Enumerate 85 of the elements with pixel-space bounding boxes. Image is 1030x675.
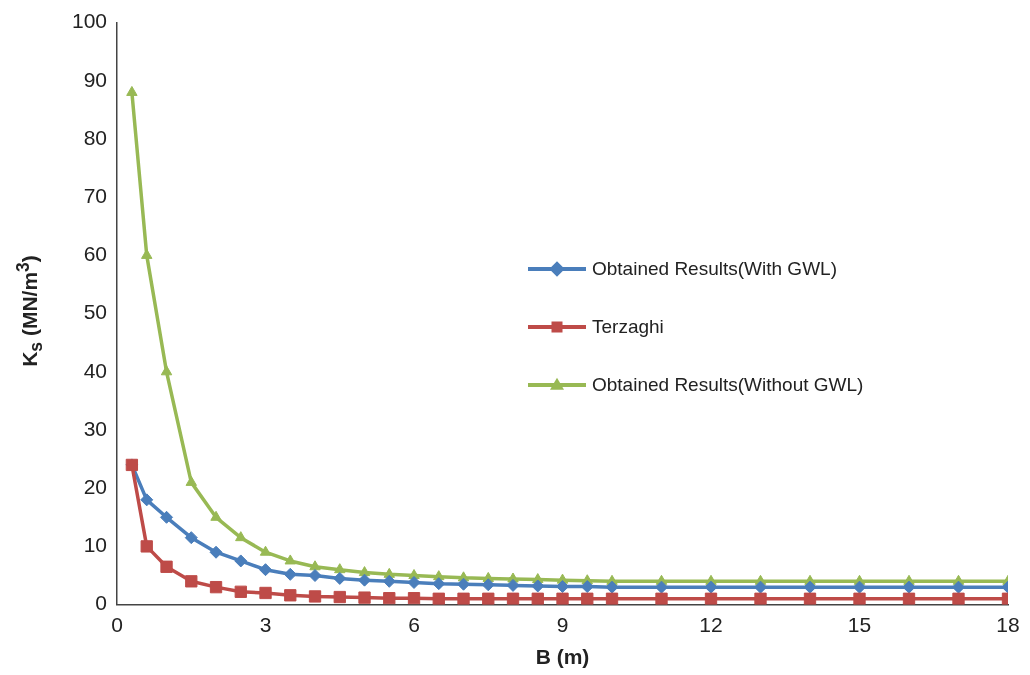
point: [283, 567, 297, 581]
point: [184, 531, 198, 545]
point: [259, 563, 273, 577]
x-tick-label: 18: [996, 613, 1020, 636]
y-tick-label: 80: [83, 125, 108, 149]
point: [432, 592, 445, 605]
point: [902, 592, 916, 605]
x-axis-title: B (m): [535, 645, 590, 669]
point: [334, 563, 346, 574]
x-tick-label: 12: [699, 613, 723, 636]
point: [140, 540, 153, 553]
point: [185, 475, 197, 486]
point: [803, 592, 817, 605]
legend-label: Obtained Results(Without GWL): [592, 374, 864, 396]
x-tick-label: 6: [408, 613, 420, 636]
point: [481, 578, 495, 592]
point: [655, 592, 668, 605]
point: [209, 580, 223, 594]
point: [952, 592, 965, 605]
x-tick-label: 9: [556, 613, 569, 636]
point: [309, 560, 321, 571]
point: [581, 592, 594, 605]
y-tick-label: 10: [83, 533, 108, 557]
point: [506, 592, 520, 605]
point: [160, 560, 173, 573]
point: [580, 580, 594, 594]
point: [655, 580, 669, 594]
point: [853, 580, 867, 594]
point: [284, 554, 296, 565]
point: [333, 571, 347, 585]
point: [235, 531, 247, 542]
point: [308, 590, 322, 603]
point: [259, 586, 272, 600]
point: [803, 580, 817, 594]
point: [160, 510, 174, 524]
point: [605, 580, 619, 594]
point: [284, 589, 297, 602]
point: [407, 575, 421, 589]
point: [457, 592, 470, 605]
point: [140, 493, 154, 507]
point: [556, 580, 570, 594]
y-tick-label: 50: [83, 300, 108, 324]
point: [902, 580, 916, 594]
legend-label: Terzaghi: [592, 316, 664, 338]
point: [234, 585, 247, 598]
point: [952, 580, 965, 594]
point: [358, 573, 372, 587]
legend-label: Obtained Results(With GWL): [592, 258, 837, 280]
y-tick-label: 90: [83, 67, 108, 91]
point: [308, 569, 322, 582]
point: [704, 592, 718, 605]
point: [853, 592, 866, 605]
y-tick-label: 20: [83, 475, 108, 498]
point: [358, 591, 371, 604]
point: [531, 592, 544, 605]
y-tick-label: 100: [71, 9, 108, 33]
y-tick-label: 60: [83, 242, 108, 266]
point: [383, 592, 396, 605]
point: [234, 554, 248, 568]
point: [259, 545, 272, 556]
point: [126, 85, 138, 96]
point: [605, 592, 619, 605]
y-tick-label: 0: [95, 591, 108, 615]
point: [754, 580, 768, 594]
point: [382, 574, 396, 588]
point: [407, 592, 421, 605]
y-tick-label: 70: [83, 184, 108, 207]
point: [754, 592, 767, 605]
y-tick-label: 40: [83, 358, 108, 382]
point: [704, 580, 718, 594]
point: [457, 577, 471, 591]
point: [531, 579, 545, 593]
y-tick-label: 30: [83, 416, 108, 440]
point: [506, 578, 520, 592]
point: [185, 575, 198, 588]
point: [482, 592, 495, 605]
point: [432, 577, 446, 591]
x-tick-label: 0: [111, 613, 123, 636]
x-tick-label: 15: [847, 613, 872, 636]
point: [210, 510, 222, 521]
point: [556, 592, 569, 605]
point: [209, 545, 223, 559]
point: [333, 590, 346, 604]
point: [160, 365, 173, 376]
x-tick-label: 3: [259, 613, 272, 636]
